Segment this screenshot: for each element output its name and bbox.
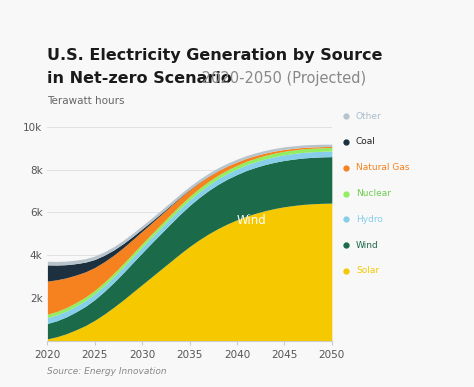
Text: Other: Other xyxy=(356,111,382,121)
Text: Solar: Solar xyxy=(265,279,296,291)
Text: Natural Gas: Natural Gas xyxy=(356,163,410,172)
Text: U.S. Electricity Generation by Source: U.S. Electricity Generation by Source xyxy=(47,48,383,63)
Text: Nuclear: Nuclear xyxy=(356,189,391,198)
Text: in Net-zero Scenario: in Net-zero Scenario xyxy=(47,70,232,86)
Text: Hydro: Hydro xyxy=(356,215,383,224)
Text: Terawatt hours: Terawatt hours xyxy=(47,96,125,106)
Text: Solar: Solar xyxy=(356,267,379,276)
Text: Source: Energy Innovation: Source: Energy Innovation xyxy=(47,368,167,377)
Text: Coal: Coal xyxy=(356,137,376,146)
Text: Wind: Wind xyxy=(356,241,379,250)
Text: Wind: Wind xyxy=(237,214,267,227)
Text: 2020-2050 (Projected): 2020-2050 (Projected) xyxy=(197,70,366,86)
